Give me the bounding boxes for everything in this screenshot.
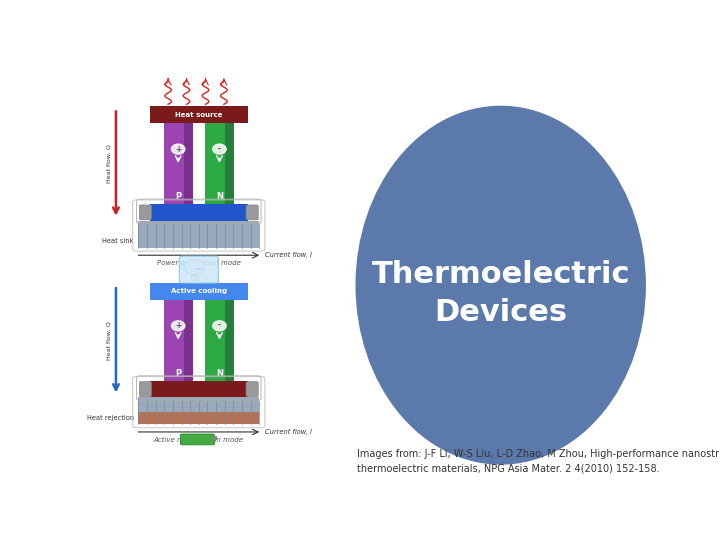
- Text: Heat flow, Q: Heat flow, Q: [107, 321, 112, 360]
- Circle shape: [171, 144, 185, 154]
- Ellipse shape: [356, 106, 645, 464]
- Bar: [191, 275, 198, 280]
- FancyBboxPatch shape: [179, 256, 218, 283]
- Bar: [193, 123, 205, 204]
- Text: Images from: J-F Li, W-S Liu, L-D Zhao, M Zhou, High-performance nanostructured
: Images from: J-F Li, W-S Liu, L-D Zhao, …: [356, 449, 720, 473]
- Bar: [213, 436, 217, 440]
- Circle shape: [184, 259, 204, 274]
- Bar: [138, 413, 259, 424]
- Bar: [138, 397, 259, 424]
- Bar: [150, 204, 248, 221]
- Text: Thermoelectric
Devices: Thermoelectric Devices: [372, 260, 630, 327]
- Text: P: P: [175, 192, 181, 201]
- Text: Active refrigeration mode: Active refrigeration mode: [154, 437, 244, 443]
- FancyBboxPatch shape: [181, 434, 215, 445]
- Text: +: +: [175, 321, 181, 330]
- Text: Heat rejection: Heat rejection: [86, 415, 134, 421]
- Text: +: +: [175, 145, 181, 153]
- Text: Current flow, I: Current flow, I: [265, 252, 312, 258]
- FancyBboxPatch shape: [140, 205, 152, 220]
- Bar: [150, 106, 248, 123]
- Text: -: -: [218, 321, 221, 330]
- Circle shape: [213, 144, 226, 154]
- FancyBboxPatch shape: [246, 205, 258, 220]
- Text: Heat flow, Q: Heat flow, Q: [107, 144, 112, 183]
- Bar: [163, 123, 193, 204]
- FancyBboxPatch shape: [246, 382, 258, 396]
- Circle shape: [213, 321, 226, 331]
- Circle shape: [171, 321, 185, 331]
- Text: -: -: [218, 145, 221, 153]
- Bar: [150, 283, 248, 300]
- Text: N: N: [216, 192, 223, 201]
- Text: N: N: [216, 369, 223, 378]
- Bar: [205, 123, 234, 204]
- Bar: [138, 221, 259, 248]
- Bar: [150, 381, 248, 397]
- Text: P: P: [175, 369, 181, 378]
- Text: Power generation mode: Power generation mode: [157, 260, 240, 266]
- Text: Current flow, I: Current flow, I: [265, 429, 312, 435]
- Text: Active cooling: Active cooling: [171, 288, 227, 294]
- Bar: [205, 300, 234, 381]
- Bar: [184, 300, 193, 381]
- Bar: [184, 123, 193, 204]
- Text: Heat source: Heat source: [175, 112, 222, 118]
- Text: ~: ~: [194, 263, 204, 276]
- Text: Heat sink: Heat sink: [102, 238, 134, 244]
- FancyBboxPatch shape: [140, 382, 152, 396]
- Bar: [225, 123, 234, 204]
- Bar: [163, 300, 193, 381]
- Bar: [225, 300, 234, 381]
- Bar: [193, 300, 205, 381]
